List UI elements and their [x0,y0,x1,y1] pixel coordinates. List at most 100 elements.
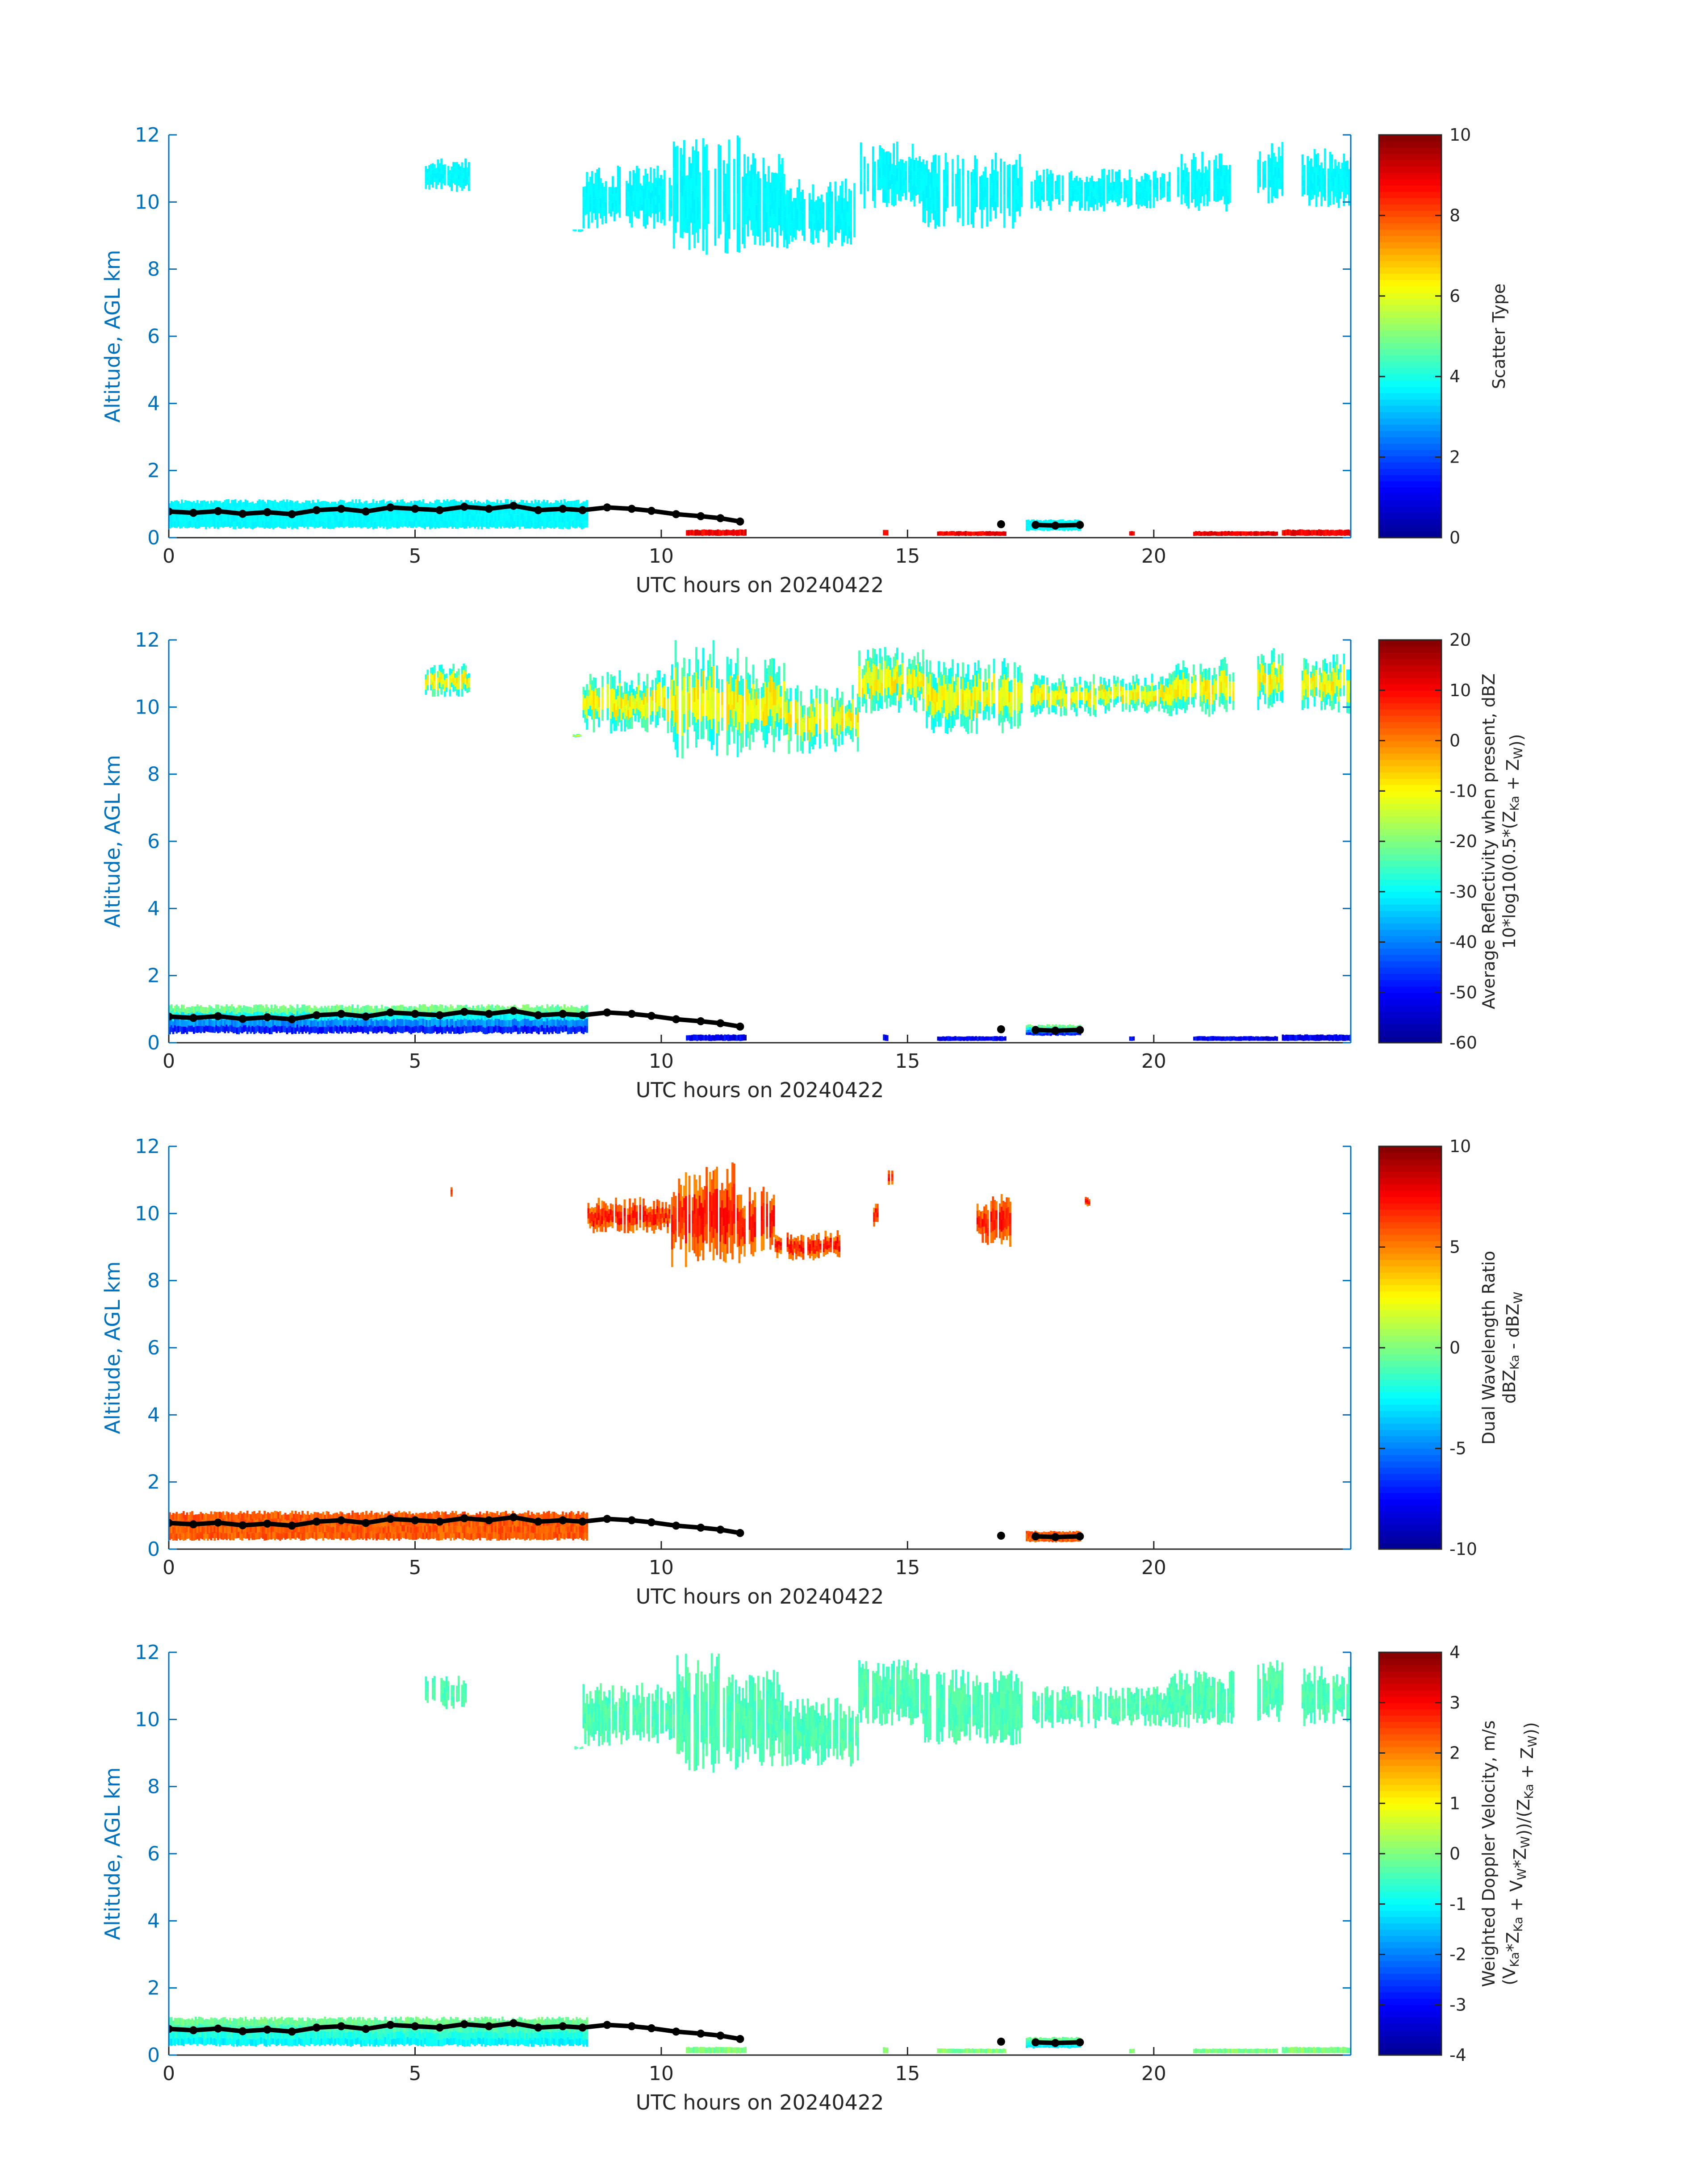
echo-cell [184,514,187,521]
echo-cell [1163,191,1165,197]
echo-cell [454,682,456,687]
echo-cell [713,530,716,535]
echo-cell [413,500,416,507]
echo-cell [764,188,767,203]
echo-cell [688,157,691,180]
echo-cell [368,1019,371,1025]
echo-cell [1077,519,1080,523]
echo-cell [339,1018,342,1025]
echo-cell [1172,691,1174,701]
echo-cell [470,501,473,508]
echo-cell [426,509,428,515]
echo-cell [855,707,857,715]
echo-cell [326,1020,328,1028]
echo-cell [1048,520,1050,523]
echo-cell [1057,690,1059,695]
echo-cell [1120,696,1122,702]
echo-cell [881,656,883,670]
echo-cell [1208,160,1211,171]
echo-cell [451,673,453,678]
echo-cell [831,718,833,728]
echo-cell [615,689,618,700]
echo-cell [719,146,722,168]
echo-cell [1225,676,1228,688]
echo-cell [389,1015,392,1021]
echo-cell [1156,184,1158,190]
echo-cell [1307,166,1309,176]
echo-cell [1142,686,1145,691]
echo-cell [844,721,847,728]
echo-cell [620,709,623,720]
echo-cell [996,180,999,189]
echo-cell [815,711,818,724]
echo-cell [829,227,831,242]
echo-cell [1205,702,1207,715]
echo-cell [617,177,619,189]
echo-cell [1327,681,1330,687]
echo-cell [789,212,792,224]
echo-cell [1073,195,1076,201]
echo-cell [1329,165,1332,179]
echo-cell [1324,684,1326,697]
echo-cell [1111,185,1114,194]
echo-cell [501,508,504,515]
echo-cell [500,514,502,522]
echo-cell [606,672,609,684]
echo-cell [733,176,735,194]
echo-cell [445,673,448,678]
echo-cell [676,184,679,203]
echo-cell [272,1008,275,1014]
echo-cell [564,520,566,527]
echo-cell [901,187,904,196]
echo-cell [852,727,854,742]
echo-cell [815,723,818,737]
echo-cell [418,500,421,507]
echo-cell [284,1013,287,1020]
echo-cell [608,207,611,213]
echo-cell [512,522,514,529]
echo-cell [1310,158,1312,169]
echo-cell [1093,674,1095,685]
echo-cell [970,172,973,185]
echo-cell [1115,179,1117,187]
echo-cell [276,514,278,521]
echo-cell [618,167,621,180]
echo-cell [1051,173,1054,180]
echo-cell [1264,683,1266,694]
echo-cell [1257,696,1260,710]
echo-cell [1303,180,1306,187]
echo-cell [324,522,326,529]
echo-cell [454,173,456,180]
echo-cell [1186,699,1188,710]
echo-cell [1149,696,1152,702]
echo-cell [1203,531,1206,536]
echo-cell [341,500,343,507]
echo-cell [479,514,481,521]
echo-cell [406,502,409,509]
echo-cell [408,502,411,509]
echo-cell [896,683,898,695]
echo-cell [1099,698,1102,705]
echo-cell [1026,520,1028,523]
echo-cell [764,681,767,704]
echo-cell [986,697,988,704]
echo-cell [1311,689,1314,698]
echo-cell [1264,181,1266,188]
echo-cell [716,665,718,688]
echo-cell [982,200,985,210]
echo-cell [771,228,773,247]
echo-cell [255,515,257,522]
echo-cell [1127,187,1129,194]
echo-cell [924,208,926,223]
echo-cell [932,703,935,719]
echo-cell [764,726,767,748]
echo-cell [1046,528,1049,531]
echo-cell [636,205,638,218]
echo-cell [429,522,431,529]
echo-cell [282,1019,285,1026]
echo-cell [896,167,898,181]
echo-cell [449,682,451,689]
echo-cell [170,501,173,508]
echo-cell [1055,706,1057,714]
echo-cell [489,514,492,521]
